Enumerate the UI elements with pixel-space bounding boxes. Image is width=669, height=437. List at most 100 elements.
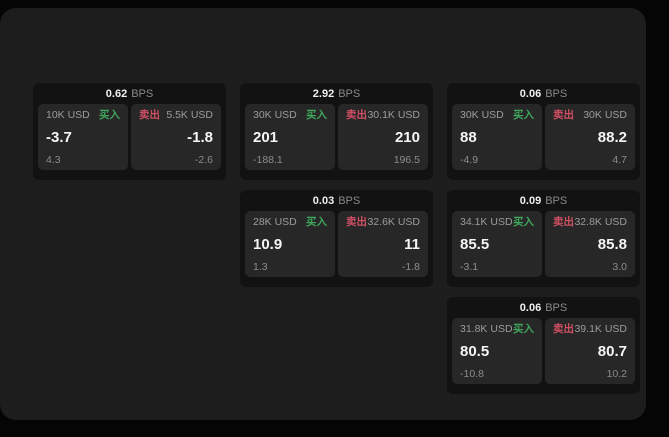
buy-price-value: 80.5 <box>460 343 490 360</box>
sell-size-label: 30.1K USD <box>367 109 420 121</box>
sell-size-label: 5.5K USD <box>166 109 213 121</box>
quote-card: 0.06 BPS 31.8K USD 买入 80.5 -10.8 卖出 39.1… <box>447 297 640 394</box>
sell-price-value: 210 <box>394 129 420 146</box>
buy-size-label: 34.1K USD <box>460 216 513 228</box>
card-header: 0.03 BPS <box>245 190 428 211</box>
sell-size-label: 30K USD <box>583 109 627 121</box>
quote-card: 0.62 BPS 10K USD 买入 -3.7 4.3 卖出 5.5K USD… <box>33 83 226 180</box>
buy-sub-value: 1.3 <box>253 260 268 273</box>
sell-side-label: 卖出 <box>553 323 574 335</box>
bps-unit-label: BPS <box>545 87 568 100</box>
sell-quote-pane[interactable]: 卖出 5.5K USD -1.8 -2.6 <box>131 104 221 170</box>
buy-quote-pane[interactable]: 30K USD 买入 88 -4.9 <box>452 104 542 170</box>
quotes-grid: 0.62 BPS 10K USD 买入 -3.7 4.3 卖出 5.5K USD… <box>33 83 640 394</box>
buy-size-label: 31.8K USD <box>460 323 513 335</box>
card-body: 34.1K USD 买入 85.5 -3.1 卖出 32.8K USD 85.8… <box>452 211 635 277</box>
bps-value: 0.62 <box>105 87 128 100</box>
buy-size-label: 30K USD <box>253 109 297 121</box>
bps-unit-label: BPS <box>131 87 154 100</box>
bps-unit-label: BPS <box>545 194 568 207</box>
buy-pane-header: 34.1K USD 买入 <box>460 217 534 228</box>
bps-value: 0.06 <box>519 87 542 100</box>
buy-pane-header: 30K USD 买入 <box>460 110 534 121</box>
quote-card: 0.03 BPS 28K USD 买入 10.9 1.3 卖出 32.6K US… <box>240 190 433 287</box>
sell-side-label: 卖出 <box>346 216 367 228</box>
sell-sub-value: 4.7 <box>612 153 627 166</box>
sell-pane-header: 卖出 32.8K USD <box>553 217 627 228</box>
buy-sub-value: -3.1 <box>460 260 479 273</box>
sell-sub-value: 196.5 <box>393 153 420 166</box>
buy-quote-pane[interactable]: 28K USD 买入 10.9 1.3 <box>245 211 335 277</box>
main-panel: 0.62 BPS 10K USD 买入 -3.7 4.3 卖出 5.5K USD… <box>0 8 646 420</box>
quote-card: 0.06 BPS 30K USD 买入 88 -4.9 卖出 30K USD 8… <box>447 83 640 180</box>
buy-pane-header: 28K USD 买入 <box>253 217 327 228</box>
bps-unit-label: BPS <box>338 87 361 100</box>
buy-side-label: 买入 <box>513 323 534 335</box>
buy-side-label: 买入 <box>513 109 534 121</box>
sell-pane-header: 卖出 30K USD <box>553 110 627 121</box>
buy-sub-value: -4.9 <box>460 153 479 166</box>
sell-size-label: 39.1K USD <box>574 323 627 335</box>
card-header: 2.92 BPS <box>245 83 428 104</box>
sell-price-value: 88.2 <box>597 129 627 146</box>
buy-side-label: 买入 <box>99 109 120 121</box>
card-body: 10K USD 买入 -3.7 4.3 卖出 5.5K USD -1.8 -2.… <box>38 104 221 170</box>
buy-quote-pane[interactable]: 30K USD 买入 201 -188.1 <box>245 104 335 170</box>
sell-quote-pane[interactable]: 卖出 39.1K USD 80.7 10.2 <box>545 318 635 384</box>
card-body: 30K USD 买入 201 -188.1 卖出 30.1K USD 210 1… <box>245 104 428 170</box>
sell-side-label: 卖出 <box>139 109 160 121</box>
sell-quote-pane[interactable]: 卖出 30.1K USD 210 196.5 <box>338 104 428 170</box>
bps-value: 0.06 <box>519 301 542 314</box>
buy-sub-value: -10.8 <box>460 367 484 380</box>
sell-quote-pane[interactable]: 卖出 32.6K USD 11 -1.8 <box>338 211 428 277</box>
buy-price-value: 201 <box>253 129 279 146</box>
buy-price-value: 85.5 <box>460 236 490 253</box>
card-header: 0.06 BPS <box>452 83 635 104</box>
sell-sub-value: 3.0 <box>612 260 627 273</box>
sell-side-label: 卖出 <box>553 109 574 121</box>
buy-sub-value: 4.3 <box>46 153 61 166</box>
sell-size-label: 32.6K USD <box>367 216 420 228</box>
sell-price-value: -1.8 <box>187 129 213 146</box>
quote-card: 0.09 BPS 34.1K USD 买入 85.5 -3.1 卖出 32.8K… <box>447 190 640 287</box>
sell-size-label: 32.8K USD <box>574 216 627 228</box>
card-body: 28K USD 买入 10.9 1.3 卖出 32.6K USD 11 -1.8 <box>245 211 428 277</box>
buy-pane-header: 31.8K USD 买入 <box>460 324 534 335</box>
buy-sub-value: -188.1 <box>253 153 283 166</box>
card-header: 0.06 BPS <box>452 297 635 318</box>
card-body: 30K USD 买入 88 -4.9 卖出 30K USD 88.2 4.7 <box>452 104 635 170</box>
buy-price-value: 10.9 <box>253 236 283 253</box>
sell-price-value: 11 <box>404 236 420 253</box>
buy-quote-pane[interactable]: 10K USD 买入 -3.7 4.3 <box>38 104 128 170</box>
buy-price-value: 88 <box>460 129 477 146</box>
quote-card: 2.92 BPS 30K USD 买入 201 -188.1 卖出 30.1K … <box>240 83 433 180</box>
sell-pane-header: 卖出 5.5K USD <box>139 110 213 121</box>
sell-side-label: 卖出 <box>346 109 367 121</box>
sell-quote-pane[interactable]: 卖出 32.8K USD 85.8 3.0 <box>545 211 635 277</box>
bps-unit-label: BPS <box>545 301 568 314</box>
buy-quote-pane[interactable]: 31.8K USD 买入 80.5 -10.8 <box>452 318 542 384</box>
sell-pane-header: 卖出 39.1K USD <box>553 324 627 335</box>
card-header: 0.62 BPS <box>38 83 221 104</box>
bps-value: 0.09 <box>519 194 542 207</box>
buy-side-label: 买入 <box>306 109 327 121</box>
bps-value: 0.03 <box>312 194 335 207</box>
buy-quote-pane[interactable]: 34.1K USD 买入 85.5 -3.1 <box>452 211 542 277</box>
buy-pane-header: 30K USD 买入 <box>253 110 327 121</box>
bps-unit-label: BPS <box>338 194 361 207</box>
sell-sub-value: -1.8 <box>401 260 420 273</box>
sell-pane-header: 卖出 32.6K USD <box>346 217 420 228</box>
buy-side-label: 买入 <box>306 216 327 228</box>
sell-sub-value: -2.6 <box>194 153 213 166</box>
sell-side-label: 卖出 <box>553 216 574 228</box>
buy-price-value: -3.7 <box>46 129 72 146</box>
bps-value: 2.92 <box>312 87 335 100</box>
sell-sub-value: 10.2 <box>606 367 627 380</box>
sell-quote-pane[interactable]: 卖出 30K USD 88.2 4.7 <box>545 104 635 170</box>
buy-pane-header: 10K USD 买入 <box>46 110 120 121</box>
card-body: 31.8K USD 买入 80.5 -10.8 卖出 39.1K USD 80.… <box>452 318 635 384</box>
buy-side-label: 买入 <box>513 216 534 228</box>
sell-pane-header: 卖出 30.1K USD <box>346 110 420 121</box>
sell-price-value: 85.8 <box>597 236 627 253</box>
